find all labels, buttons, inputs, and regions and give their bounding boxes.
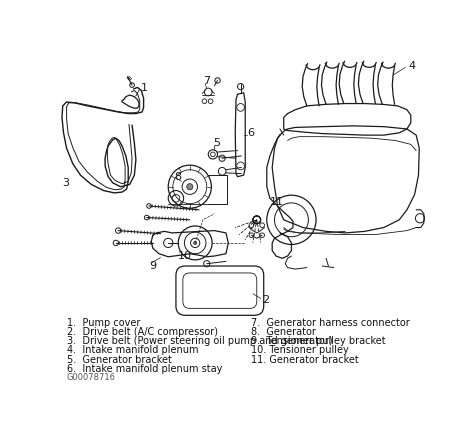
Circle shape	[194, 241, 197, 245]
Text: 11: 11	[270, 197, 284, 207]
Text: 6: 6	[247, 128, 255, 138]
Text: 10: 10	[177, 251, 191, 261]
Text: 6.  Intake manifold plenum stay: 6. Intake manifold plenum stay	[66, 364, 222, 374]
Text: 3: 3	[62, 178, 69, 188]
Text: G00078716: G00078716	[66, 372, 116, 381]
Text: 9: 9	[149, 261, 156, 271]
Text: 8: 8	[174, 172, 182, 182]
Text: 11. Generator bracket: 11. Generator bracket	[251, 355, 359, 365]
Text: 2: 2	[262, 295, 269, 305]
Text: 5: 5	[213, 138, 220, 148]
Text: 3.  Drive belt (Power steering oil pump and generator): 3. Drive belt (Power steering oil pump a…	[66, 336, 332, 346]
Text: 5.  Generator bracket: 5. Generator bracket	[66, 355, 172, 365]
Text: 8.  Generator: 8. Generator	[251, 327, 316, 337]
Text: 4.  Intake manifold plenum: 4. Intake manifold plenum	[66, 346, 198, 355]
Text: 9.  Tensioner pulley bracket: 9. Tensioner pulley bracket	[251, 336, 386, 346]
Text: 4: 4	[409, 61, 416, 71]
Text: 1: 1	[141, 83, 148, 93]
Text: 2.  Drive belt (A/C compressor): 2. Drive belt (A/C compressor)	[66, 327, 218, 337]
Text: 7: 7	[203, 76, 210, 86]
Text: 1.  Pump cover: 1. Pump cover	[66, 318, 140, 328]
Circle shape	[187, 184, 193, 190]
Text: 7.  Generator harness connector: 7. Generator harness connector	[251, 318, 410, 328]
Text: 10. Tensioner pulley: 10. Tensioner pulley	[251, 346, 349, 355]
